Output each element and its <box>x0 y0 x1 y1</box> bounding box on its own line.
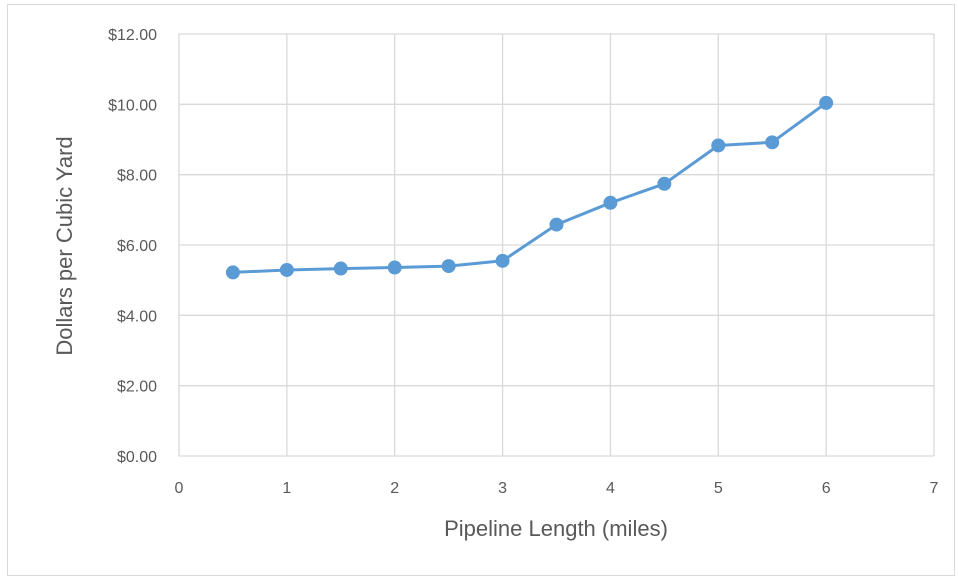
data-point <box>279 262 294 277</box>
x-tick-label: 5 <box>714 480 723 497</box>
data-point <box>549 217 564 232</box>
data-point <box>657 176 672 191</box>
grid-layer <box>178 33 935 457</box>
y-tick-label: $6.00 <box>117 238 157 255</box>
x-tick-label: 6 <box>822 480 831 497</box>
x-tick-label: 3 <box>498 480 507 497</box>
x-tick-label: 1 <box>282 480 291 497</box>
y-tick-label: $2.00 <box>117 379 157 396</box>
y-axis-title: Dollars per Cubic Yard <box>52 136 77 355</box>
x-tick-label: 0 <box>175 480 184 497</box>
data-point <box>333 261 348 276</box>
y-tick-label: $0.00 <box>117 449 157 466</box>
x-tick-label: 7 <box>930 480 939 497</box>
series-line <box>232 101 827 274</box>
data-point <box>711 138 726 153</box>
y-tick-label: $12.00 <box>108 27 157 44</box>
chart-frame <box>7 4 955 576</box>
x-tick-label: 4 <box>606 480 615 497</box>
y-axis-tick-labels: $0.00 $2.00 $4.00 $6.00 $8.00 $10.00 $12.00 <box>108 27 157 466</box>
data-point <box>441 259 456 274</box>
y-tick-label: $10.00 <box>108 97 157 114</box>
data-series <box>225 95 834 280</box>
y-tick-label: $4.00 <box>117 308 157 325</box>
data-point <box>819 95 834 110</box>
data-point <box>495 253 510 268</box>
x-axis-title: Pipeline Length (miles) <box>444 516 668 541</box>
x-axis-tick-labels: 0 1 2 3 4 5 6 7 <box>175 480 939 497</box>
y-tick-label: $8.00 <box>117 168 157 185</box>
x-tick-label: 2 <box>390 480 399 497</box>
data-point <box>765 135 780 150</box>
data-point <box>225 265 240 280</box>
data-point <box>603 195 618 210</box>
data-point <box>387 260 402 275</box>
